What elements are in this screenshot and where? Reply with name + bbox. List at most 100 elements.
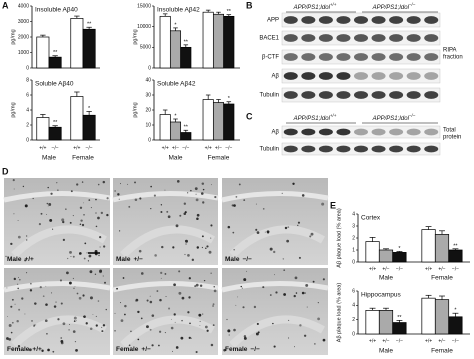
plaque <box>72 277 74 280</box>
header-superscript: −/− <box>409 2 416 7</box>
plaque <box>120 302 122 304</box>
plaque <box>99 236 102 239</box>
plaque <box>61 218 65 222</box>
group-label: Female <box>72 155 94 162</box>
plaque <box>227 225 231 229</box>
plaque <box>66 271 69 275</box>
plaque <box>299 324 302 327</box>
plaque <box>232 231 235 234</box>
bar <box>159 114 171 141</box>
blot-band <box>371 128 386 136</box>
x-tick-label: +/+ <box>205 145 212 151</box>
plaque <box>241 287 243 289</box>
genotype-label: +/− <box>133 256 143 263</box>
plaque <box>255 332 259 336</box>
plaque <box>322 278 325 281</box>
plaque <box>21 297 24 300</box>
plaque <box>29 289 33 292</box>
blot-band <box>301 91 316 99</box>
x-tick-label: +/+ <box>369 338 376 344</box>
bar <box>36 36 50 69</box>
plaque <box>223 348 226 352</box>
plaque <box>62 238 66 242</box>
blot-band <box>389 53 404 61</box>
plaque <box>18 278 21 281</box>
plaque <box>196 246 200 249</box>
tissue-layer <box>112 190 219 203</box>
plaque <box>196 213 200 217</box>
plaque <box>74 286 76 288</box>
plaque <box>210 184 212 186</box>
plaque <box>164 273 167 275</box>
plaque <box>189 322 191 325</box>
plaque <box>79 252 82 255</box>
plaque <box>203 279 206 282</box>
plaque <box>28 348 32 352</box>
header-text: APP/PS1;Idol <box>372 116 410 122</box>
significance-mark: ** <box>184 39 189 45</box>
plaque <box>297 221 301 224</box>
y-tick-label: 8 <box>26 77 29 83</box>
plaque <box>160 271 163 274</box>
blot-strip <box>281 125 441 139</box>
plaque <box>243 199 246 201</box>
y-tick-label: 6 <box>352 288 355 294</box>
blot-band <box>406 72 421 80</box>
plaque <box>199 320 201 322</box>
blot-band <box>336 128 351 136</box>
plaque <box>257 331 260 334</box>
plaque <box>322 338 326 342</box>
plaque <box>170 318 172 320</box>
genotype-header: APP/PS1;Idol−/− <box>372 113 416 121</box>
plaque <box>238 349 240 351</box>
bar <box>180 46 192 69</box>
blot-band <box>406 16 421 24</box>
plaque <box>309 235 312 238</box>
y-tick-label: 20 <box>145 107 151 113</box>
blot-band <box>389 145 404 153</box>
plaque <box>295 292 298 294</box>
bar <box>365 241 380 263</box>
plaque <box>160 211 163 214</box>
chart-title: Cortex <box>361 215 381 222</box>
significance-mark: ** <box>53 50 58 56</box>
plaque <box>172 246 175 249</box>
blot-band <box>424 34 439 42</box>
plaque <box>149 328 152 331</box>
plaque <box>76 320 77 322</box>
tissue-layer <box>3 280 111 293</box>
row-label: Aβ <box>272 74 280 80</box>
plaque <box>98 254 100 257</box>
plaque <box>120 319 124 323</box>
plaque <box>99 246 101 248</box>
plaque <box>317 317 320 321</box>
plaque <box>124 313 126 316</box>
plaque <box>42 295 45 297</box>
plaque <box>95 315 97 317</box>
plaque <box>67 257 69 260</box>
blot-band <box>371 34 386 42</box>
plaque <box>41 349 44 352</box>
plaque <box>130 330 132 333</box>
plaque <box>69 250 72 254</box>
significance-mark: * <box>398 246 401 252</box>
plaque <box>286 239 290 243</box>
y-axis-label: pg/mg <box>10 102 16 117</box>
plaque <box>160 277 162 279</box>
plaque <box>150 207 152 210</box>
plaque <box>292 182 295 185</box>
bar <box>169 30 182 69</box>
genotype-header: APP/PS1;Idol−/− <box>372 2 416 10</box>
y-tick-label: 5000 <box>140 45 151 51</box>
plaque <box>255 203 257 205</box>
plaque <box>246 270 248 272</box>
plaque <box>179 214 182 217</box>
sex-label: Female <box>116 346 139 353</box>
plaque <box>10 331 13 334</box>
plaque <box>213 289 217 293</box>
plaque <box>90 207 92 209</box>
plaque <box>57 318 60 321</box>
fraction-label: RIPA <box>443 48 457 54</box>
plaque <box>233 249 235 251</box>
y-tick-label: 0 <box>352 259 355 265</box>
